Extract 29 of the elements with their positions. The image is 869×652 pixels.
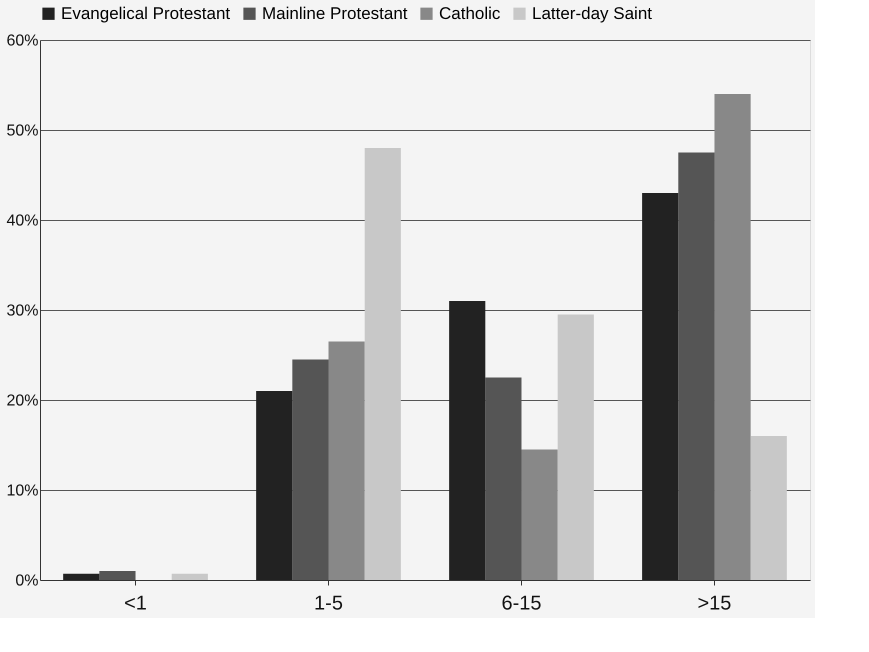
bar	[714, 94, 751, 580]
bar	[750, 436, 787, 580]
bar	[364, 148, 401, 580]
legend-label: Evangelical Protestant	[61, 4, 230, 23]
bar	[328, 342, 365, 580]
bar	[678, 152, 714, 580]
bar	[99, 571, 136, 580]
bar	[172, 574, 208, 580]
y-tick-label: 20%	[6, 392, 38, 410]
bar	[642, 193, 678, 580]
x-tick-label: <1	[124, 592, 147, 614]
y-tick-label: 30%	[6, 302, 38, 320]
legend-label: Mainline Protestant	[262, 4, 408, 23]
x-tick-label: 6-15	[501, 592, 542, 614]
x-tick-label: >15	[698, 592, 732, 614]
bar	[63, 574, 100, 580]
bar	[256, 391, 292, 580]
y-tick-label: 40%	[6, 212, 38, 230]
bar	[521, 450, 558, 580]
bar	[558, 314, 594, 580]
x-tick-label: 1-5	[314, 592, 343, 614]
legend-label: Latter-day Saint	[532, 4, 652, 23]
legend-label: Catholic	[439, 4, 501, 23]
bar	[449, 301, 486, 580]
y-tick-label: 60%	[6, 32, 38, 50]
y-tick-label: 10%	[6, 482, 38, 500]
y-tick-label: 0%	[15, 572, 38, 590]
bar	[292, 360, 329, 580]
y-tick-label: 50%	[6, 122, 38, 140]
